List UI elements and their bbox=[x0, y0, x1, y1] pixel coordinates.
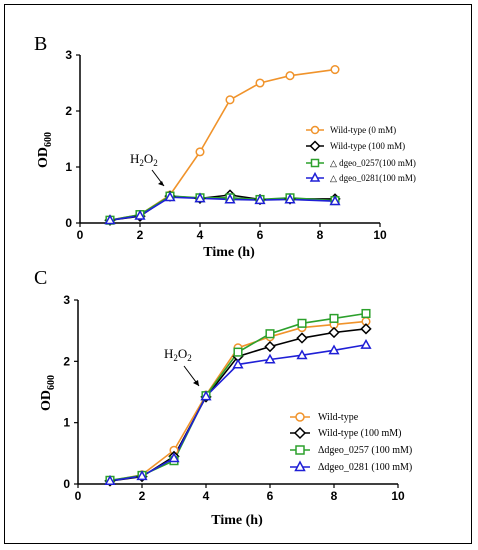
figure-frame bbox=[4, 4, 472, 544]
panel-c-x-tick-label-5: 10 bbox=[391, 489, 405, 503]
panel-c-series-2-point-4 bbox=[233, 347, 243, 357]
panel-b-series-0-point-4 bbox=[225, 95, 235, 105]
panel-b-x-tick-label-3: 6 bbox=[257, 228, 264, 242]
panel-c-x-tick-label-3: 6 bbox=[267, 489, 274, 503]
panel-c-series-3-point-6 bbox=[296, 349, 308, 360]
panel-b-xlabel: Time (h) bbox=[203, 245, 255, 260]
panel-c-x-tick-label-0: 0 bbox=[75, 489, 82, 503]
panel-c-y-tick-label-2: 2 bbox=[63, 354, 70, 368]
panel-c-series-3-point-8 bbox=[360, 338, 372, 349]
panel-b-x-tick-label-5: 10 bbox=[373, 228, 387, 242]
legend-b-label-0: Wild-type (0 mM) bbox=[330, 125, 396, 135]
panel-c-xlabel: Time (h) bbox=[211, 513, 263, 528]
panel-b-series-0-point-5 bbox=[255, 78, 265, 88]
panel-b-series-3-point-7 bbox=[329, 195, 341, 206]
legend-b-item-1: Wild-type (100 mM) bbox=[306, 140, 405, 152]
panel-letter-b: B bbox=[34, 33, 47, 55]
panel-b-x-tick-label-4: 8 bbox=[317, 228, 324, 242]
panel-b-y-tick-label-0: 0 bbox=[65, 216, 72, 230]
panel-c-series-2-point-6 bbox=[297, 318, 307, 328]
panel-b-series-3-point-2 bbox=[164, 191, 176, 202]
panel-c-x-tick-label-2: 4 bbox=[203, 489, 210, 503]
panel-b-ylabel: OD600 bbox=[36, 132, 54, 168]
svg-text:H2O2: H2O2 bbox=[130, 151, 158, 168]
panel-b-y-tick-label-1: 1 bbox=[65, 160, 72, 174]
panel-c-series-3-point-3 bbox=[200, 390, 212, 401]
panel-b-plot: 0 2 4 6 8 10 0 1 2 3 bbox=[65, 48, 387, 242]
panel-c-series-3-point-5 bbox=[264, 353, 276, 364]
panel-b-series-3-point-6 bbox=[284, 193, 296, 204]
panel-c-x-tick-label-1: 2 bbox=[139, 489, 146, 503]
panel-c-series-2-point-5 bbox=[265, 329, 275, 339]
panel-c-series-3-point-1 bbox=[136, 470, 148, 481]
panel-c-series-3-point-0 bbox=[104, 475, 116, 485]
panel-c-y-tick-label-3: 3 bbox=[63, 293, 70, 307]
panel-c-y-tick-label-0: 0 bbox=[63, 477, 70, 491]
legend-c-item-0: Wild-type bbox=[290, 412, 359, 423]
panel-b-h2o2-annotation: H2O2 bbox=[130, 151, 165, 187]
panel-c-series-2-point-7 bbox=[329, 313, 339, 323]
panel-c-series-1-point-8 bbox=[360, 323, 372, 335]
panel-b-legend: Wild-type (0 mM) Wild-type (100 mM) △ dg… bbox=[306, 125, 416, 183]
panel-c-series-1-point-7 bbox=[328, 326, 340, 339]
panel-c-ylabel: OD600 bbox=[39, 375, 57, 411]
panel-b-x-tick-label-1: 2 bbox=[137, 228, 144, 242]
panel-c-series-3-point-4 bbox=[232, 358, 244, 369]
panel-b-series-0-point-3 bbox=[195, 147, 205, 157]
panel-b-series-3-point-1 bbox=[134, 209, 146, 220]
legend-c-label-3: Δdgeo_0281 (100 mM) bbox=[318, 462, 412, 473]
panel-b-series-3-point-5 bbox=[254, 194, 266, 205]
panel-c-y-tick-label-1: 1 bbox=[63, 416, 70, 430]
panel-b-series-0-point-6 bbox=[285, 71, 295, 81]
legend-c-label-2: Δdgeo_0257 (100 mM) bbox=[318, 445, 412, 456]
legend-c-item-3: Δdgeo_0281 (100 mM) bbox=[290, 460, 412, 473]
panel-c-plot: 0 2 4 6 8 10 0 1 2 3 bbox=[63, 293, 405, 503]
panel-c-series-3-point-2 bbox=[168, 452, 180, 463]
panel-b-series-0-point-7 bbox=[330, 65, 340, 75]
svg-text:OD600: OD600 bbox=[39, 375, 57, 411]
panel-c-series-1-point-6 bbox=[296, 332, 308, 344]
panel-b-series-2-line bbox=[109, 195, 336, 221]
panel-b-x-tick-label-0: 0 bbox=[77, 228, 84, 242]
panel-b-series-3-point-4 bbox=[224, 193, 236, 204]
panel-b-series-3-point-3 bbox=[194, 192, 206, 203]
legend-c-label-1: Wild-type (100 mM) bbox=[318, 428, 401, 439]
panel-c-h2o2-annotation: H2O2 bbox=[164, 346, 200, 387]
panel-c-series-1-point-5 bbox=[264, 340, 276, 353]
legend-b-item-3: △ dgeo_0281(100 mM) bbox=[306, 171, 416, 183]
legend-b-item-2: △ dgeo_0257(100 mM) bbox=[306, 158, 416, 168]
legend-c-label-0: Wild-type bbox=[318, 412, 359, 423]
panel-c-series-3-point-7 bbox=[328, 344, 340, 355]
panel-b-series-3-point-0 bbox=[104, 214, 116, 225]
panel-c-series-2-point-8 bbox=[361, 308, 371, 319]
panel-b-y-tick-label-2: 2 bbox=[65, 104, 72, 118]
legend-c-item-1: Wild-type (100 mM) bbox=[290, 426, 401, 440]
svg-text:H2O2: H2O2 bbox=[164, 346, 192, 363]
legend-b-label-2: △ dgeo_0257(100 mM) bbox=[330, 158, 416, 168]
legend-b-item-0: Wild-type (0 mM) bbox=[306, 125, 396, 135]
panel-b-y-tick-label-3: 3 bbox=[65, 48, 72, 62]
legend-b-label-3: △ dgeo_0281(100 mM) bbox=[330, 173, 416, 183]
legend-c-item-2: Δdgeo_0257 (100 mM) bbox=[290, 445, 412, 456]
panel-b-x-tick-label-2: 4 bbox=[197, 228, 204, 242]
panel-c-legend: Wild-type Wild-type (100 mM) Δdgeo_0257 … bbox=[290, 412, 412, 473]
legend-b-label-1: Wild-type (100 mM) bbox=[330, 141, 405, 151]
panel-letter-c: C bbox=[34, 267, 47, 289]
svg-text:OD600: OD600 bbox=[36, 132, 54, 168]
panel-c-x-tick-label-4: 8 bbox=[331, 489, 338, 503]
